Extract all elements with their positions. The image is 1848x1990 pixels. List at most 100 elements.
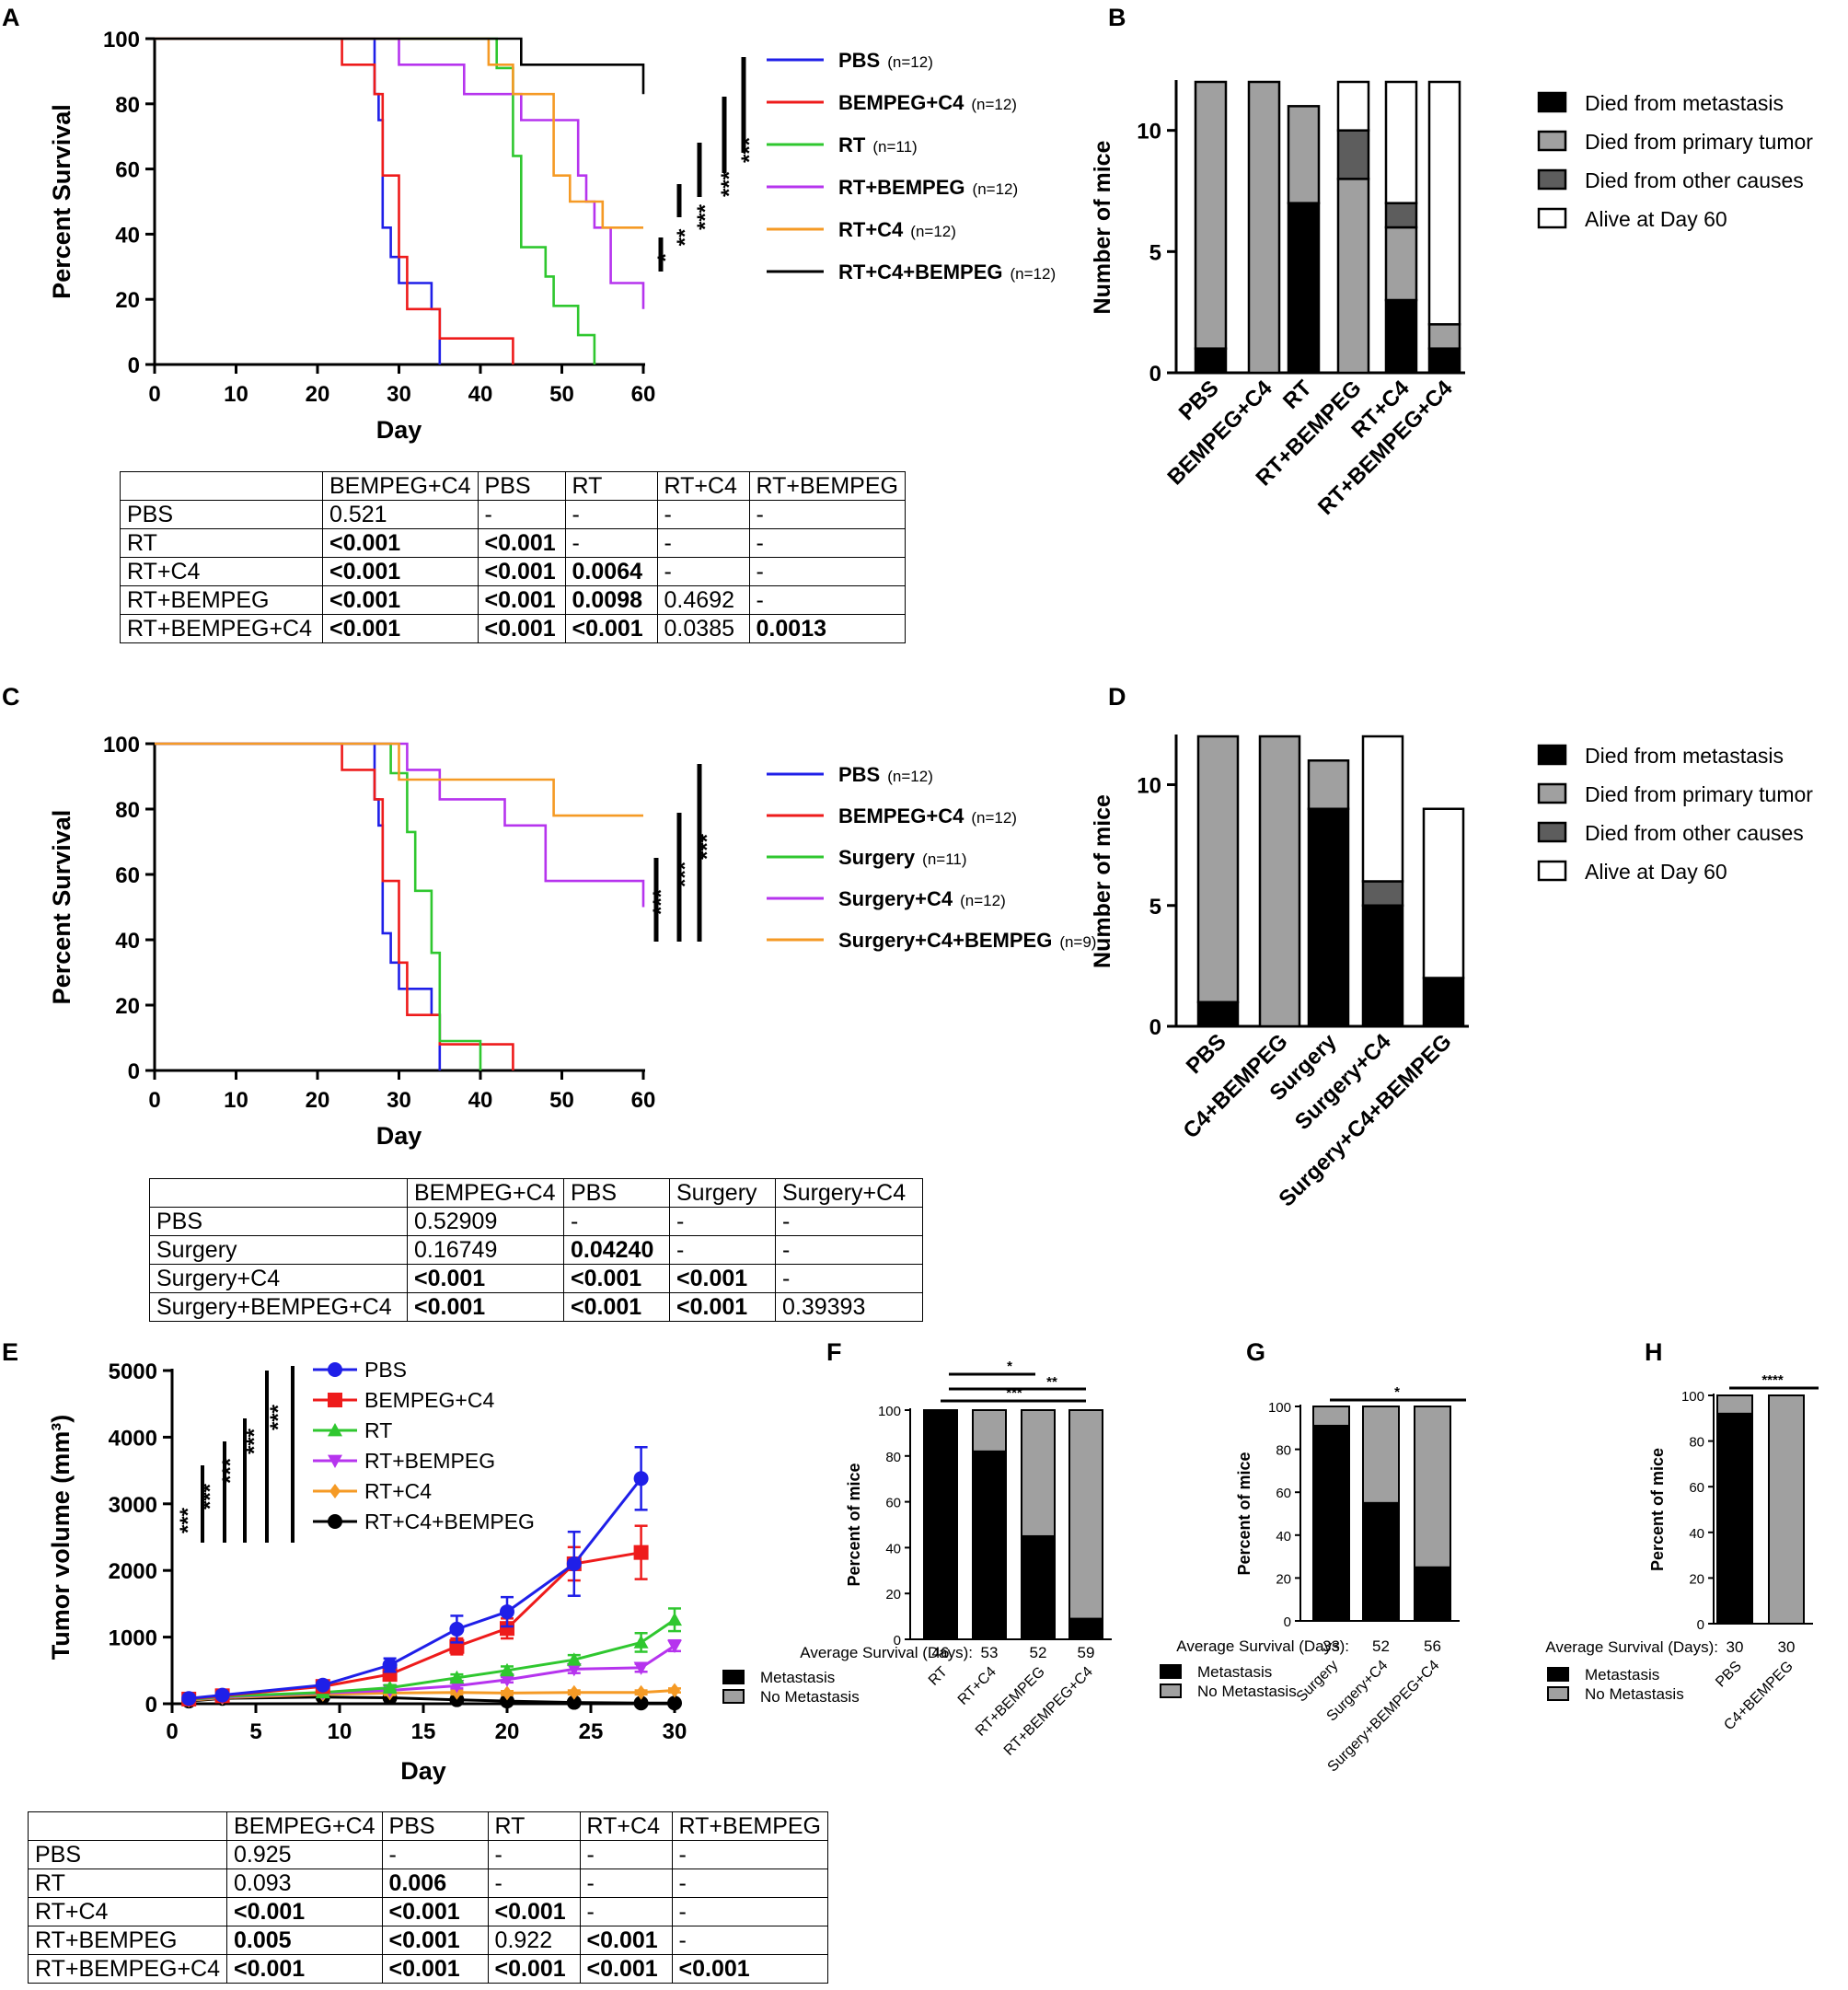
y-tick-label: 40 — [1276, 1529, 1291, 1545]
table-cell: PBS — [149, 1207, 408, 1236]
table-cell — [149, 1178, 408, 1208]
table-cell: RT — [487, 1811, 581, 1841]
legend-label: RT — [364, 1418, 392, 1442]
data-point-pbs — [315, 1677, 330, 1693]
legend-n: (n=12) — [973, 180, 1019, 198]
panel-label-c: C — [2, 683, 20, 711]
y-tick-label: 0 — [894, 1633, 901, 1649]
bar-segment-metastasis — [923, 1409, 958, 1640]
table-cell: RT — [27, 1869, 228, 1898]
table-cell: RT — [564, 471, 658, 501]
average-survival-value: 46 — [932, 1644, 950, 1661]
data-point-bempeg-c4 — [633, 1545, 649, 1560]
table-cell: <0.001 — [322, 528, 479, 558]
data-point-rt — [633, 1635, 649, 1649]
y-axis-title: Percent of mice — [845, 1463, 863, 1586]
significance-mark: * — [653, 253, 678, 262]
table-cell: Surgery+C4 — [149, 1264, 408, 1293]
significance-mark: *** — [673, 861, 698, 887]
legend-swatch — [1537, 130, 1567, 152]
table-cell: <0.001 — [579, 1926, 673, 1955]
y-tick-label: 80 — [115, 798, 140, 823]
data-point-pbs — [566, 1556, 582, 1571]
table-cell: 0.521 — [322, 500, 479, 529]
panel-label-d: D — [1108, 683, 1126, 711]
category-label: Surgery — [1294, 1658, 1342, 1706]
significance-mark: *** — [176, 1507, 201, 1533]
bar-segment-died-from-primary-tumor — [1427, 323, 1461, 350]
bar-segment-alive-at-day-60 — [1336, 80, 1370, 132]
data-point-pbs — [214, 1687, 230, 1703]
table-cell: <0.001 — [322, 557, 479, 586]
bar-segment-died-from-primary-tumor — [1196, 735, 1240, 1003]
legend-n: (n=12) — [887, 768, 933, 785]
table-row: RT+BEMPEG+C4 <0.001 <0.001 <0.001 0.0385 0.00… — [120, 614, 906, 643]
legend-label: BEMPEG+C4 — [364, 1388, 494, 1412]
bar-segment-no-metastasis — [1312, 1406, 1350, 1427]
table-row: PBS 0.521- - - - — [120, 500, 906, 529]
table-cell: <0.001 — [671, 1954, 829, 1984]
y-tick-label: 100 — [103, 28, 140, 52]
table-cell: - — [748, 500, 906, 529]
table-cell: - — [579, 1897, 673, 1926]
table-cell: <0.001 — [563, 1264, 670, 1293]
average-survival-label: Average Survival (Days): — [1176, 1637, 1349, 1655]
significance-mark: *** — [649, 888, 674, 915]
bar-segment-metastasis — [1716, 1412, 1753, 1625]
legend-label: Metastasis — [1197, 1663, 1272, 1681]
table-cell: RT — [120, 528, 323, 558]
table-cell: PBS — [120, 500, 323, 529]
table-cell: RT+BEMPEG — [27, 1926, 228, 1955]
legend-marker — [328, 1514, 342, 1529]
data-point-pbs — [449, 1621, 465, 1637]
legend-label: Alive at Day 60 — [1585, 860, 1727, 884]
legend-n: (n=12) — [1011, 265, 1057, 283]
table-cell: - — [671, 1869, 829, 1898]
legend-label: PBS — [364, 1358, 407, 1382]
table-cell: 0.04240 — [563, 1235, 670, 1265]
table-cell: Surgery+BEMPEG+C4 — [149, 1292, 408, 1322]
table-cell: RT+BEMPEG — [671, 1811, 829, 1841]
table-cell: - — [671, 1840, 829, 1869]
table-cell: PBS — [27, 1840, 228, 1869]
legend-label: RT+C4 — [364, 1479, 432, 1503]
table-cell: <0.001 — [487, 1897, 581, 1926]
table-row: Surgery+C4 <0.001 <0.001 <0.001- — [149, 1264, 923, 1293]
significance-mark: ** — [1046, 1374, 1057, 1390]
table-row: RT+BEMPEG <0.001 <0.001 0.0098 0.4692- — [120, 585, 906, 615]
table-cell: 0.39393 — [775, 1292, 923, 1322]
legend-swatch — [1160, 1683, 1182, 1698]
table-cell: <0.001 — [477, 528, 566, 558]
survival-line-surgery — [155, 742, 482, 1070]
y-axis-title: Percent of mice — [1235, 1452, 1253, 1575]
legend-label: Surgery — [838, 846, 916, 869]
table-row: RT+C4 <0.001 <0.001 <0.001- - — [27, 1897, 829, 1926]
legend-swatch — [1537, 168, 1567, 191]
bar-segment-metastasis — [1312, 1424, 1350, 1622]
bar-segment-died-from-other-causes — [1361, 880, 1404, 907]
y-tick-label: 10 — [1137, 774, 1161, 799]
legend-swatch — [1537, 782, 1567, 804]
table-cell: PBS — [477, 471, 566, 501]
bar-segment-died-from-metastasis — [1287, 202, 1321, 375]
table-cell: - — [775, 1235, 923, 1265]
y-tick-label: 60 — [1689, 1480, 1704, 1496]
x-axis-title: Day — [400, 1757, 446, 1785]
y-tick-label: 20 — [1276, 1571, 1291, 1587]
legend-label: BEMPEG+C4 — [838, 91, 964, 114]
x-tick-label: 10 — [224, 1088, 248, 1113]
x-tick-label: 20 — [495, 1719, 520, 1744]
bar-segment-died-from-metastasis — [1427, 347, 1461, 375]
data-point-rt-c4-bempeg — [667, 1695, 682, 1711]
survival-line-surgery-c4 — [155, 742, 645, 908]
legend-swatch — [722, 1689, 745, 1704]
table-cell: Surgery — [669, 1178, 776, 1208]
y-tick-label: 5 — [1149, 240, 1161, 265]
x-tick-label: 40 — [468, 1088, 493, 1113]
table-cell: - — [564, 500, 658, 529]
y-tick-label: 80 — [1689, 1435, 1704, 1451]
data-point-pbs — [382, 1658, 398, 1673]
legend-label: Died from metastasis — [1585, 91, 1784, 115]
y-axis-title: Percent of mice — [1648, 1448, 1667, 1571]
table-cell: - — [775, 1264, 923, 1293]
